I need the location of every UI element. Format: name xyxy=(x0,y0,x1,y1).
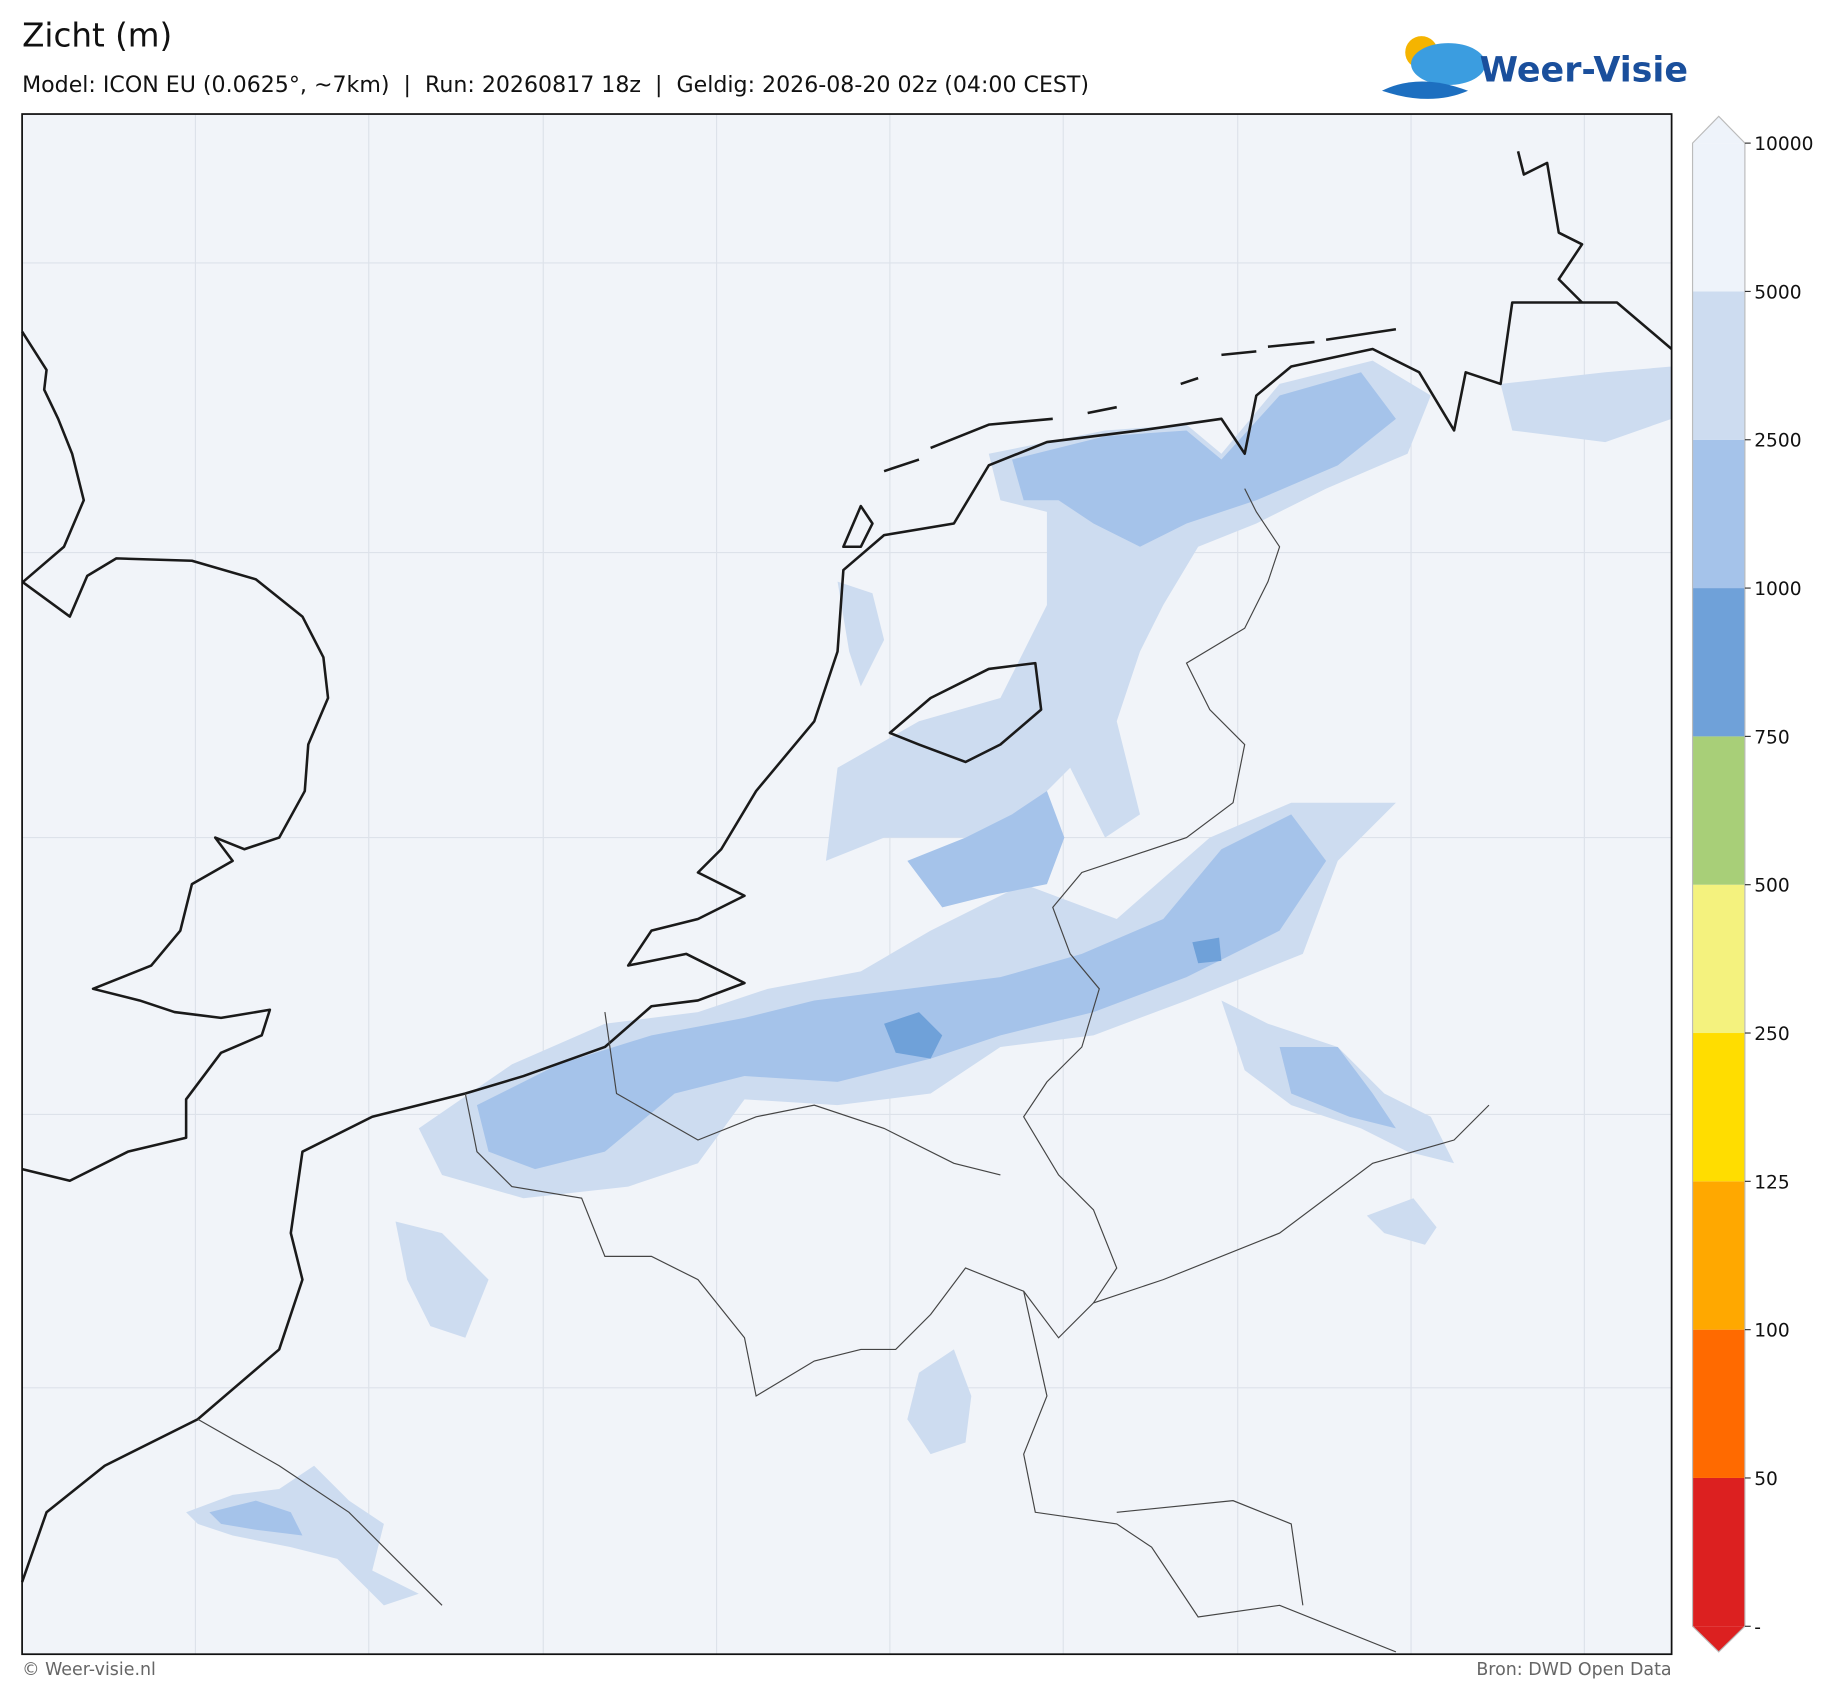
colorbar-arrow-low xyxy=(1692,1626,1745,1652)
colorbar-band xyxy=(1692,1477,1745,1627)
colorbar-tick-label: 250 xyxy=(1754,1024,1790,1045)
colorbar: - 50 100 125 250 500 750 1000 2500 5000 10000 xyxy=(1691,115,1813,1653)
colorbar-arrow-high xyxy=(1692,116,1745,144)
colorbar-tick-label: 500 xyxy=(1754,876,1790,897)
footer-left: © Weer-visie.nl xyxy=(22,1660,156,1680)
footer-right: Bron: DWD Open Data xyxy=(1476,1660,1671,1680)
colorbar-band xyxy=(1692,588,1745,737)
colorbar-tick-label: 50 xyxy=(1754,1469,1778,1490)
colorbar-tick-label: 2500 xyxy=(1754,431,1801,452)
colorbar-band xyxy=(1692,291,1745,440)
title: Zicht (m) xyxy=(22,17,172,55)
fog-areas xyxy=(186,360,1672,1606)
colorbar-tick-label: 100 xyxy=(1754,1321,1790,1342)
logo-text: Weer-Visie xyxy=(1480,50,1688,90)
colorbar-band xyxy=(1692,439,1745,589)
colorbar-band xyxy=(1692,1033,1745,1182)
coastlines xyxy=(20,150,1673,1583)
colorbar-tick-label: - xyxy=(1754,1617,1761,1638)
logo: Weer-Visie xyxy=(1381,36,1688,99)
colorbar-band xyxy=(1692,1329,1745,1478)
colorbar-tick-label: 750 xyxy=(1754,727,1790,748)
colorbar-tick-label: 125 xyxy=(1754,1172,1790,1193)
colorbar-tick-label: 1000 xyxy=(1754,579,1801,600)
map xyxy=(20,113,1673,1656)
colorbar-band xyxy=(1692,143,1745,292)
colorbar-tick-label: 10000 xyxy=(1754,134,1813,155)
colorbar-band xyxy=(1692,884,1745,1034)
subtitle: Model: ICON EU (0.0625°, ~7km) | Run: 20… xyxy=(22,72,1089,98)
borders xyxy=(197,488,1490,1653)
colorbar-band xyxy=(1692,1181,1745,1330)
colorbar-band xyxy=(1692,736,1745,885)
colorbar-tick-label: 5000 xyxy=(1754,282,1801,303)
